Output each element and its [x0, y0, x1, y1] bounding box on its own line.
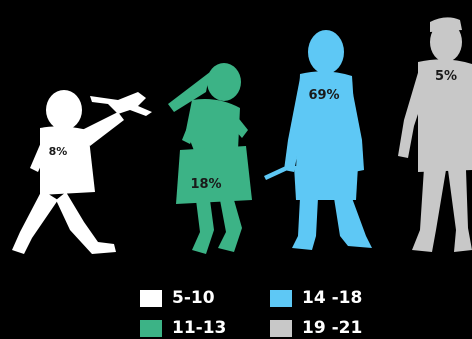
- legend-swatch: [270, 289, 292, 307]
- legend: 5-10 14 -18 11-13 19 -21: [140, 284, 470, 339]
- legend-swatch: [270, 319, 292, 337]
- legend-item-19-21: 19 -21: [270, 318, 362, 338]
- legend-swatch: [140, 289, 162, 307]
- legend-item-11-13: 11-13: [140, 318, 226, 338]
- legend-item-14-18: 14 -18: [270, 288, 362, 308]
- girl-jumping-icon: [168, 63, 252, 254]
- legend-swatch: [140, 319, 162, 337]
- boy-standing-icon: [264, 30, 372, 250]
- child-with-airplane-icon: [12, 90, 152, 254]
- legend-item-5-10: 5-10: [140, 288, 215, 308]
- data-label-14-18: 69%: [308, 88, 339, 103]
- data-label-11-13: 18%: [190, 177, 221, 192]
- legend-label: 14 -18: [302, 288, 363, 308]
- legend-label: 19 -21: [302, 318, 363, 338]
- young-adult-with-cap-icon: [398, 17, 472, 252]
- data-label-5-10: 8%: [49, 145, 68, 158]
- legend-label: 5-10: [172, 288, 215, 308]
- legend-label: 11-13: [172, 318, 227, 338]
- data-label-19-21: 5%: [435, 69, 457, 84]
